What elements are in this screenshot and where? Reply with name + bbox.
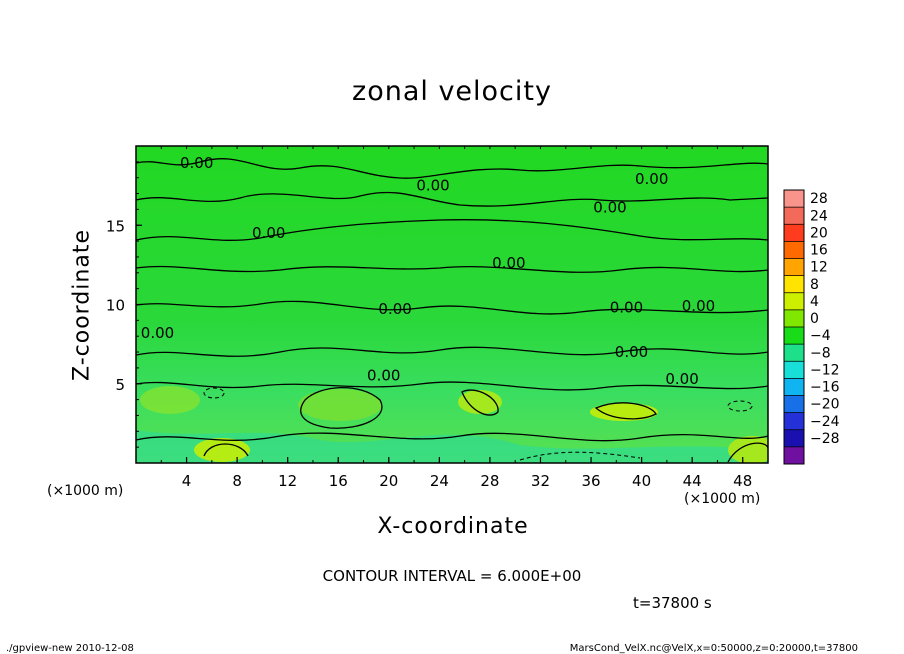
contour-label: 0.00 — [141, 324, 174, 342]
colorbar-swatch — [784, 327, 804, 345]
y-tick-label: 5 — [115, 376, 125, 394]
colorbar-label: −24 — [810, 414, 840, 430]
footer-left: ./gpview-new 2010-12-08 — [6, 643, 134, 654]
colorbar-swatch — [784, 378, 804, 396]
colorbar-label: 20 — [810, 225, 828, 241]
contour-label: 0.00 — [615, 343, 648, 361]
contour-label: 0.00 — [665, 370, 698, 388]
time-label: t=37800 s — [633, 594, 712, 612]
contour-label: 0.00 — [492, 254, 525, 272]
colorbar-swatch — [784, 190, 804, 208]
colorbar-swatch — [784, 275, 804, 294]
colorbar-swatch — [784, 241, 804, 259]
colorbar-label: 4 — [810, 294, 819, 310]
colorbar-label: 12 — [810, 260, 828, 276]
x-axis-label: X-coordinate — [377, 514, 529, 539]
contour-label: 0.00 — [682, 297, 715, 315]
contour-lines — [136, 158, 768, 463]
negative-contours — [203, 387, 753, 461]
colorbar-label: 16 — [810, 243, 828, 259]
velocity-field — [136, 146, 768, 463]
colorbar-swatch — [784, 361, 804, 379]
x-axis: 4 8 12 16 20 24 28 32 36 40 44 48 — [160, 146, 752, 490]
colorbar-swatch — [784, 309, 804, 328]
colorbar-label: 28 — [810, 191, 828, 207]
x-tick-label: 48 — [733, 472, 752, 490]
x-tick-label: 44 — [683, 472, 702, 490]
x-tick-label: 40 — [632, 472, 651, 490]
y-axis: 5 10 15 — [106, 161, 142, 448]
x-tick-label: 16 — [329, 472, 348, 490]
colorbar-label: −4 — [810, 328, 831, 344]
y-tick-label: 10 — [106, 297, 125, 315]
x-tick-label: 8 — [232, 472, 242, 490]
x-tick-label: 24 — [430, 472, 449, 490]
contour-label: 0.00 — [367, 367, 400, 385]
colorbar-swatch — [784, 344, 804, 362]
colorbar-label: −28 — [810, 431, 840, 447]
colorbar-label: −20 — [810, 397, 840, 413]
z-unit-label: (×1000 m) — [47, 483, 124, 499]
colorbar-swatch — [784, 412, 804, 431]
colorbar-swatch — [784, 446, 804, 465]
x-tick-label: 36 — [581, 472, 600, 490]
contour-label: 0.00 — [610, 298, 643, 316]
contour-labels: 0.00 0.00 0.00 0.00 0.00 0.00 0.00 0.00 0.00 0.00… — [141, 154, 715, 388]
colorbar-swatch — [784, 292, 804, 311]
x-unit-label: (×1000 m) — [684, 491, 761, 507]
colorbar-label: 0 — [810, 311, 819, 327]
colorbar-label: 8 — [810, 277, 819, 293]
contour-label: 0.00 — [416, 176, 449, 194]
contour-label: 0.00 — [635, 170, 668, 188]
contour-label: 0.00 — [180, 154, 213, 172]
colorbar-label: −8 — [810, 345, 831, 361]
x-tick-label: 20 — [379, 472, 398, 490]
contour-label: 0.00 — [252, 224, 285, 242]
footer-right: MarsCond_VelX.nc@VelX,x=0:50000,z=0:2000… — [569, 643, 858, 654]
y-axis-label: Z-coordinate — [69, 229, 95, 381]
contour-label: 0.00 — [593, 199, 626, 217]
colorbar-swatch — [784, 258, 804, 277]
contour-interval: CONTOUR INTERVAL = 6.000E+00 — [322, 567, 582, 585]
chart-title: zonal velocity — [352, 76, 552, 107]
colorbar-swatch — [784, 395, 804, 414]
x-tick-label: 12 — [278, 472, 297, 490]
colorbar-label: −16 — [810, 380, 840, 396]
contour-label: 0.00 — [378, 300, 411, 318]
colorbar-label: 24 — [810, 208, 828, 224]
x-tick-label: 4 — [182, 472, 192, 490]
colorbar-swatch — [784, 224, 804, 242]
x-tick-label: 32 — [531, 472, 550, 490]
colorbar-swatch — [784, 429, 804, 448]
y-tick-label: 15 — [106, 217, 125, 235]
colorbar-label: −12 — [810, 362, 840, 378]
colorbar-swatch — [784, 207, 804, 225]
x-tick-label: 28 — [480, 472, 499, 490]
